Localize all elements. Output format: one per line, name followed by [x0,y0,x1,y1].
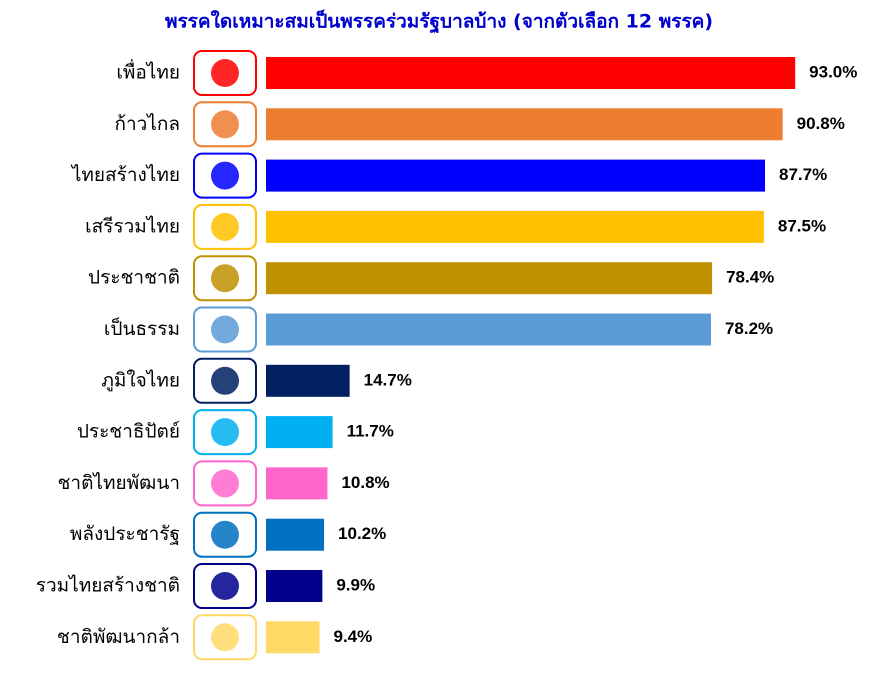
value-label: 78.2% [725,319,773,338]
category-label: เป็นธรรม [104,316,180,340]
party-logo-emblem [211,366,239,395]
bar [266,210,764,243]
party-logo-emblem [211,110,239,139]
value-label: 10.8% [341,473,389,492]
value-label: 10.2% [338,524,386,543]
party-logo-emblem [211,59,239,87]
bar [266,518,325,551]
category-label: รวมไทยสร้างชาติ [36,575,180,597]
party-logo-emblem [211,623,239,652]
category-label: ประชาธิปัตย์ [77,421,180,443]
value-label: 90.8% [797,114,845,133]
category-label: ภูมิใจไทย [101,369,180,391]
bar [266,159,766,192]
party-logo-emblem [211,161,239,190]
bar [266,108,783,141]
value-label: 87.5% [778,216,826,235]
value-label: 87.7% [779,165,827,184]
value-label: 93.0% [809,62,857,81]
bar [266,364,350,397]
bar [266,621,320,654]
category-label: ประชาชาติ [88,267,180,289]
party-logo-emblem [211,212,239,241]
category-label: ชาติพัฒนากล้า [57,626,180,648]
category-label: เสรีรวมไทย [85,215,180,237]
value-label: 9.9% [336,575,375,594]
bar [266,416,333,449]
category-label: ไทยสร้างไทย [70,164,180,186]
bar [266,570,323,602]
bar [266,467,328,500]
value-label: 78.4% [726,268,774,287]
bar [266,262,713,295]
bar [266,57,796,89]
party-logo-emblem [211,469,239,498]
chart-title: พรรคใดเหมาะสมเป็นพรรคร่วมรัฐบาลบ้าง (จาก… [165,9,713,35]
party-logo-emblem [211,520,239,549]
bar [266,313,711,346]
party-logo-emblem [211,572,239,600]
party-logo-emblem [211,264,239,293]
value-label: 14.7% [364,370,412,389]
value-label: 9.4% [333,627,372,646]
category-label: พลังประชารัฐ [70,523,180,545]
party-logo-emblem [211,418,239,447]
category-label: ชาติไทยพัฒนา [58,472,180,494]
value-label: 11.7% [347,422,394,441]
category-label: เพื่อไทย [116,59,180,84]
party-logo-emblem [211,315,239,344]
category-label: ก้าวไกล [114,113,180,135]
